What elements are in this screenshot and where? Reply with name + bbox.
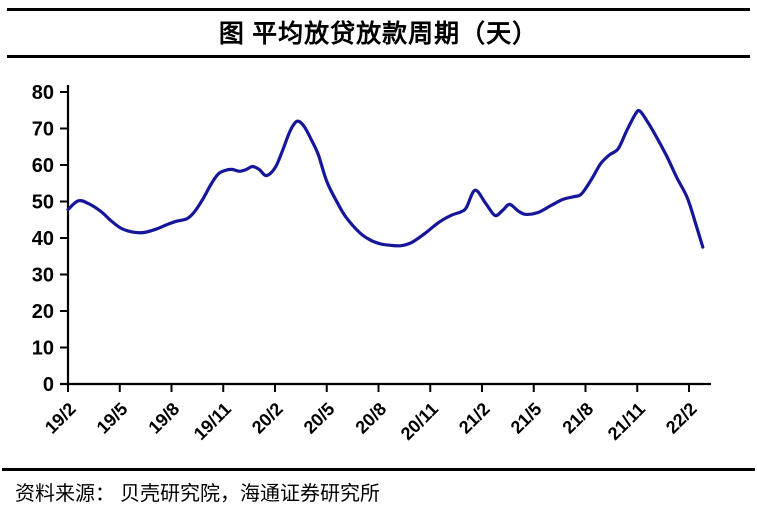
y-tick-label: 60 (32, 155, 54, 177)
series-line (66, 108, 705, 249)
x-tick-label: 19/2 (41, 399, 80, 438)
y-tick-label: 0 (43, 374, 54, 396)
title-underline-rule (7, 55, 750, 58)
x-tick-label: 21/2 (455, 399, 494, 438)
y-tick-label: 10 (32, 338, 54, 360)
y-tick-label: 40 (32, 228, 54, 250)
y-tick-label: 50 (32, 192, 54, 214)
y-tick-label: 70 (32, 119, 54, 141)
x-tick-label: 21/8 (558, 399, 597, 438)
x-tick-label: 21/5 (507, 399, 546, 438)
x-tick-label: 20/2 (248, 399, 287, 438)
y-tick-label: 30 (32, 265, 54, 287)
source-text: 资料来源： 贝壳研究院，海通证券研究所 (15, 483, 380, 505)
x-tick-label: 20/8 (351, 399, 390, 438)
x-tick-label: 19/8 (144, 399, 183, 438)
x-tick-label: 20/5 (300, 399, 339, 438)
top-rule (7, 8, 750, 11)
x-tick-label: 22/2 (662, 399, 701, 438)
y-tick-label: 80 (32, 82, 54, 104)
x-tick-label: 20/11 (397, 399, 442, 444)
footer-rule (2, 468, 755, 471)
y-tick-label: 20 (32, 301, 54, 323)
chart-title: 图 平均放贷放款周期（天） (218, 21, 539, 48)
x-tick-label: 21/11 (604, 399, 649, 444)
x-tick-label: 19/11 (190, 399, 235, 444)
x-tick-label: 19/5 (93, 399, 132, 438)
